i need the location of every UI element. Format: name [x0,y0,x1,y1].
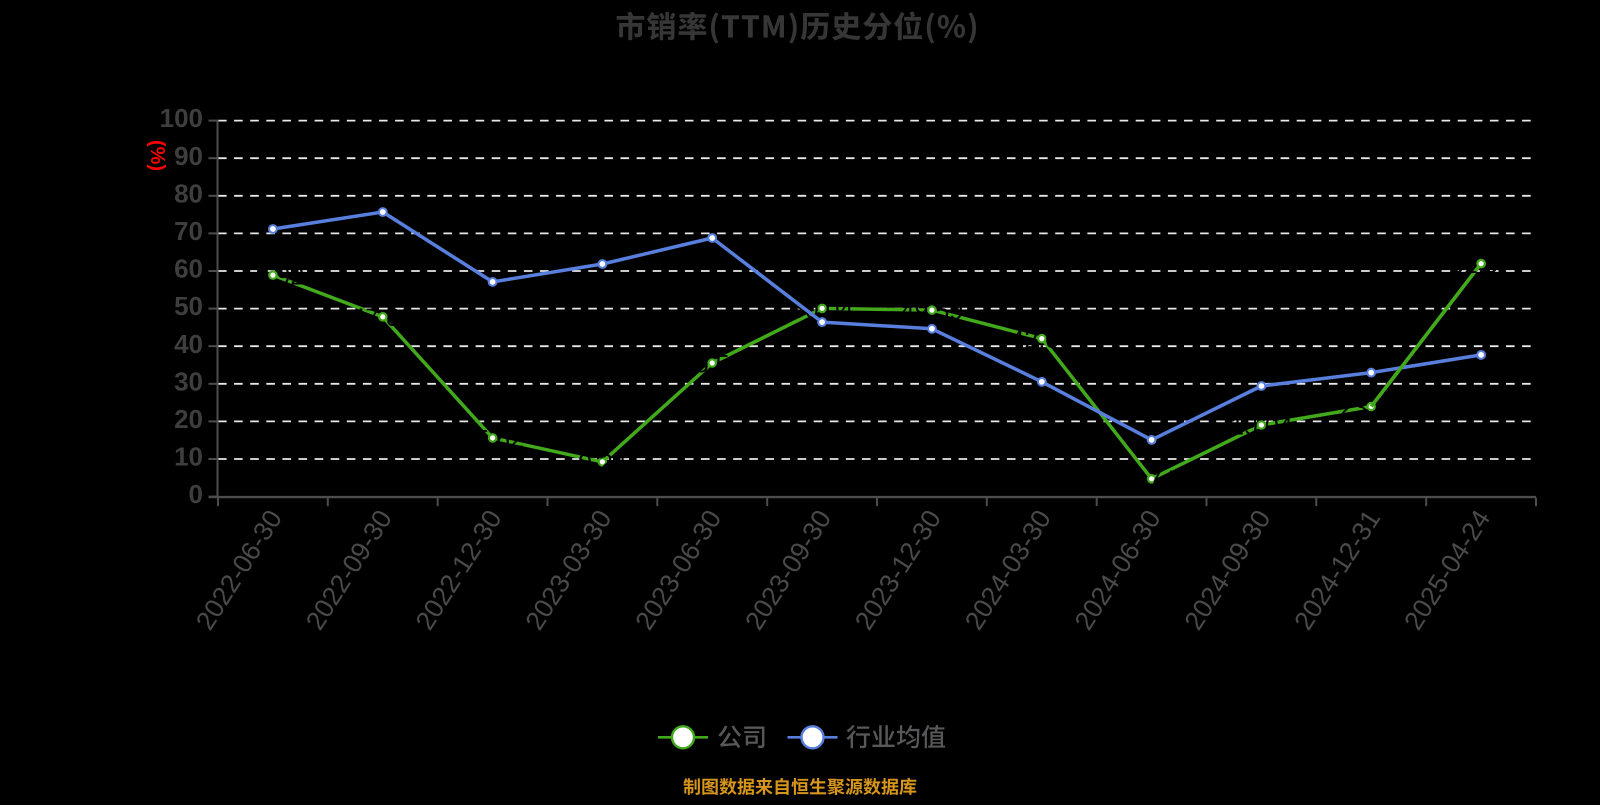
svg-text:100: 100 [160,103,203,133]
svg-text:47.83: 47.83 [352,304,415,332]
svg-text:0: 0 [189,479,203,509]
svg-text:4.74: 4.74 [1127,466,1176,494]
svg-text:20: 20 [174,404,203,434]
svg-text:49.59: 49.59 [901,298,964,326]
svg-text:(%): (%) [146,140,168,171]
svg-text:10: 10 [174,442,203,472]
svg-text:35.54: 35.54 [681,350,744,378]
svg-text:60: 60 [174,254,203,284]
svg-text:61.97: 61.97 [1450,251,1513,279]
svg-text:30: 30 [174,366,203,396]
svg-text:15.62: 15.62 [461,425,524,453]
svg-text:90: 90 [174,141,203,171]
svg-text:70: 70 [174,216,203,246]
svg-text:58.92: 58.92 [242,263,305,291]
svg-text:19.04: 19.04 [1230,412,1293,440]
svg-text:9.24: 9.24 [578,449,627,477]
svg-text:42.03: 42.03 [1011,326,1074,354]
svg-text:40: 40 [174,329,203,359]
svg-text:50: 50 [174,291,203,321]
svg-text:23.95: 23.95 [1340,394,1403,422]
svg-text:80: 80 [174,178,203,208]
